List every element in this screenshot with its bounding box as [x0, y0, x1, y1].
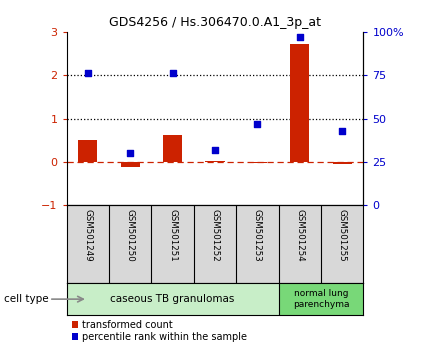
Text: GSM501251: GSM501251 — [168, 209, 177, 262]
Bar — [333, 162, 352, 164]
Text: GSM501249: GSM501249 — [83, 209, 92, 262]
Text: cell type: cell type — [4, 294, 49, 304]
Text: GSM501255: GSM501255 — [338, 209, 347, 262]
Bar — [78, 140, 97, 162]
Point — [296, 34, 303, 40]
Point — [84, 71, 91, 76]
Bar — [206, 161, 224, 162]
Text: GSM501252: GSM501252 — [211, 209, 219, 262]
Bar — [121, 162, 140, 167]
Bar — [279, 283, 363, 315]
Text: caseous TB granulomas: caseous TB granulomas — [111, 294, 235, 304]
Point — [169, 71, 176, 76]
Text: GDS4256 / Hs.306470.0.A1_3p_at: GDS4256 / Hs.306470.0.A1_3p_at — [109, 16, 321, 29]
Bar — [290, 44, 309, 162]
Text: normal lung
parenchyma: normal lung parenchyma — [293, 290, 349, 309]
Bar — [248, 162, 267, 163]
Point — [254, 121, 261, 127]
Text: GSM501250: GSM501250 — [126, 209, 135, 262]
Text: GSM501254: GSM501254 — [295, 209, 304, 262]
Point — [339, 128, 346, 133]
Bar — [163, 135, 182, 162]
Text: GSM501253: GSM501253 — [253, 209, 262, 262]
Point — [127, 150, 134, 156]
Legend: transformed count, percentile rank within the sample: transformed count, percentile rank withi… — [71, 320, 247, 342]
Point — [212, 147, 218, 153]
